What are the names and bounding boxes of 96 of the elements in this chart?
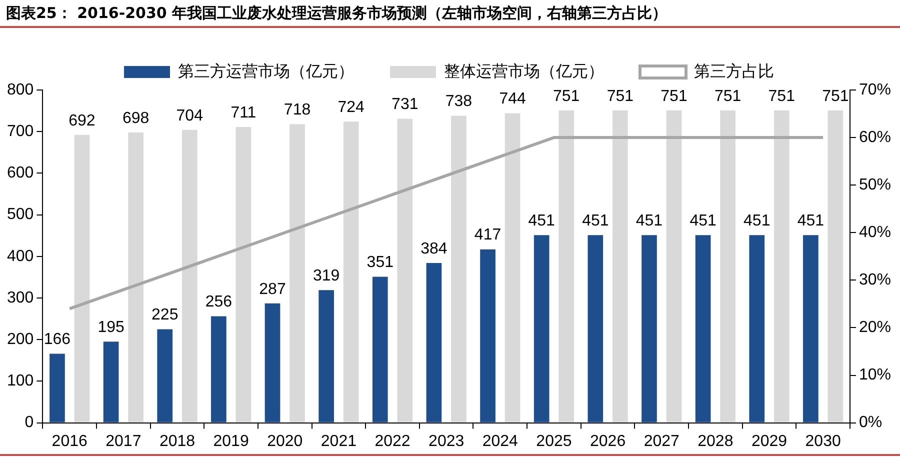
y2-tick-label: 0% bbox=[858, 414, 882, 432]
bar bbox=[504, 113, 520, 422]
bar bbox=[264, 303, 280, 422]
bar bbox=[50, 354, 65, 422]
legend-label: 第三方占比 bbox=[694, 62, 774, 80]
y2-tick-label: 60% bbox=[858, 128, 892, 146]
x-tick-label: 2029 bbox=[751, 432, 788, 450]
x-tick-label: 2021 bbox=[320, 432, 357, 450]
y-tick-label: 400 bbox=[6, 248, 34, 265]
bar bbox=[558, 110, 574, 422]
y2-tick-label: 20% bbox=[858, 319, 892, 336]
bar bbox=[103, 342, 119, 422]
data-label: 731 bbox=[392, 96, 418, 114]
bar bbox=[695, 235, 711, 422]
y2-tick-label: 70% bbox=[858, 81, 892, 98]
x-tick-label: 2030 bbox=[805, 432, 841, 450]
y2-tick-label: 40% bbox=[858, 224, 892, 242]
data-label: 718 bbox=[284, 102, 311, 119]
data-label: 692 bbox=[68, 112, 96, 130]
legend-label: 第三方运营市场（亿元） bbox=[178, 62, 354, 80]
legend-label: 整体运营市场（亿元） bbox=[444, 62, 604, 80]
data-label: 195 bbox=[98, 319, 124, 336]
data-label: 711 bbox=[230, 104, 256, 122]
bar bbox=[642, 235, 657, 422]
data-label: 751 bbox=[822, 88, 849, 105]
x-tick-label: 2025 bbox=[536, 432, 572, 450]
x-tick-label: 2020 bbox=[267, 432, 303, 450]
bar bbox=[128, 132, 144, 422]
x-tick-label: 2022 bbox=[374, 432, 410, 450]
x-tick-label: 2024 bbox=[482, 432, 518, 450]
data-label: 751 bbox=[768, 88, 796, 105]
y-tick-label: 600 bbox=[6, 164, 34, 182]
x-tick-label: 2023 bbox=[428, 432, 464, 450]
x-tick-label: 2018 bbox=[159, 432, 196, 450]
y-tick-label: 500 bbox=[6, 206, 34, 224]
data-label: 451 bbox=[528, 212, 556, 230]
bar bbox=[588, 235, 604, 422]
bar bbox=[749, 235, 765, 422]
bar bbox=[343, 122, 359, 422]
bar bbox=[451, 116, 466, 422]
bar bbox=[480, 249, 496, 422]
y2-tick-label: 30% bbox=[858, 272, 892, 289]
chart-title: 图表25： 2016-2030 年我国工业废水处理运营服务市场预测（左轴市场空间，右轴第三方占比） bbox=[0, 0, 900, 28]
data-label: 704 bbox=[176, 107, 204, 124]
data-label: 451 bbox=[636, 212, 663, 230]
data-label: 751 bbox=[660, 88, 688, 105]
bar bbox=[612, 110, 628, 422]
data-label: 451 bbox=[744, 212, 770, 230]
x-tick-label: 2027 bbox=[644, 432, 680, 450]
y-tick-label: 700 bbox=[6, 123, 34, 140]
data-label: 724 bbox=[338, 99, 365, 116]
data-label: 744 bbox=[499, 90, 526, 108]
bar bbox=[534, 235, 550, 422]
x-tick-label: 2019 bbox=[213, 432, 249, 450]
data-label: 287 bbox=[259, 280, 286, 298]
bar bbox=[290, 124, 305, 422]
data-label: 384 bbox=[420, 240, 448, 258]
bar bbox=[182, 130, 198, 422]
y2-tick-label: 10% bbox=[858, 366, 892, 384]
data-label: 451 bbox=[582, 212, 609, 230]
data-label: 451 bbox=[797, 212, 824, 230]
data-label: 225 bbox=[152, 306, 178, 324]
x-tick-label: 2017 bbox=[106, 432, 142, 450]
y-tick-label: 100 bbox=[6, 372, 34, 390]
bar bbox=[74, 134, 90, 422]
data-label: 319 bbox=[312, 268, 340, 284]
x-tick-label: 2016 bbox=[52, 432, 88, 450]
data-label: 751 bbox=[553, 88, 580, 105]
bar bbox=[666, 110, 682, 422]
data-label: 751 bbox=[606, 88, 634, 105]
bar bbox=[426, 263, 442, 422]
y-tick-label: 200 bbox=[6, 331, 34, 348]
x-tick-label: 2026 bbox=[590, 432, 626, 450]
x-tick-label: 2028 bbox=[698, 432, 734, 450]
bar bbox=[720, 110, 736, 422]
data-label: 351 bbox=[366, 254, 394, 272]
bar bbox=[211, 316, 226, 422]
y-tick-label: 800 bbox=[6, 81, 34, 98]
bar bbox=[236, 127, 252, 422]
bar bbox=[774, 110, 790, 422]
bar bbox=[372, 276, 388, 422]
data-label: 738 bbox=[445, 93, 472, 110]
data-label: 166 bbox=[44, 331, 71, 348]
data-label: 698 bbox=[122, 110, 150, 127]
data-label: 751 bbox=[714, 88, 742, 105]
bar bbox=[828, 110, 844, 422]
y-tick-label: 300 bbox=[6, 289, 34, 306]
y-tick-label: 0 bbox=[24, 414, 34, 432]
data-label: 256 bbox=[205, 294, 232, 311]
data-label: 417 bbox=[474, 226, 502, 244]
y2-tick-label: 50% bbox=[858, 176, 892, 194]
bar bbox=[803, 235, 818, 422]
data-label: 451 bbox=[690, 212, 716, 230]
bar bbox=[318, 290, 334, 422]
bar bbox=[397, 118, 413, 422]
bar bbox=[157, 329, 173, 422]
